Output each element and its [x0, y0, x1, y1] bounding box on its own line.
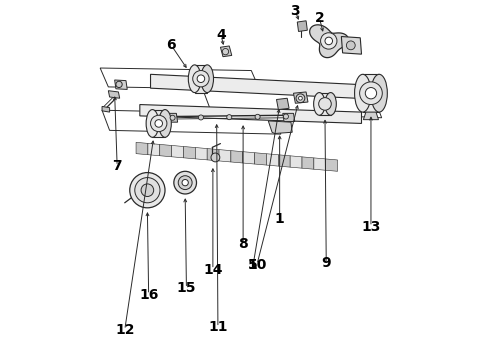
Ellipse shape [314, 93, 325, 115]
Polygon shape [160, 144, 172, 157]
Polygon shape [326, 159, 338, 171]
Ellipse shape [325, 93, 336, 115]
Circle shape [130, 172, 165, 208]
Ellipse shape [146, 109, 159, 137]
Polygon shape [136, 142, 148, 155]
Polygon shape [102, 110, 281, 134]
Circle shape [222, 49, 229, 55]
Polygon shape [203, 89, 382, 118]
Text: 6: 6 [167, 39, 176, 52]
Text: 2: 2 [315, 11, 324, 24]
Circle shape [135, 177, 160, 203]
Polygon shape [140, 104, 362, 123]
Polygon shape [183, 147, 196, 159]
Circle shape [365, 87, 377, 99]
Polygon shape [255, 153, 267, 165]
Polygon shape [267, 154, 278, 166]
Circle shape [174, 171, 196, 194]
Circle shape [325, 37, 333, 45]
Polygon shape [166, 113, 177, 122]
Polygon shape [172, 145, 183, 158]
Circle shape [193, 71, 209, 87]
Text: 14: 14 [203, 262, 222, 276]
Text: 15: 15 [177, 282, 196, 296]
Polygon shape [148, 143, 160, 156]
Polygon shape [152, 109, 165, 137]
Text: 13: 13 [361, 220, 381, 234]
Polygon shape [314, 158, 326, 170]
Circle shape [318, 98, 331, 110]
Text: 1: 1 [275, 212, 285, 226]
Polygon shape [364, 112, 378, 120]
Polygon shape [243, 152, 255, 164]
Circle shape [116, 81, 122, 87]
Ellipse shape [201, 65, 214, 93]
Circle shape [150, 115, 167, 132]
Text: 4: 4 [216, 28, 226, 42]
Text: 16: 16 [139, 288, 158, 302]
Circle shape [155, 120, 163, 127]
Polygon shape [231, 150, 243, 163]
Text: 3: 3 [291, 4, 300, 18]
Polygon shape [302, 157, 314, 169]
Polygon shape [102, 107, 110, 112]
Ellipse shape [355, 74, 371, 112]
Ellipse shape [188, 65, 201, 93]
Text: 11: 11 [208, 320, 228, 334]
Polygon shape [207, 149, 219, 161]
Polygon shape [219, 150, 231, 162]
Circle shape [320, 33, 337, 49]
Polygon shape [283, 113, 295, 122]
Text: 10: 10 [247, 257, 267, 271]
Polygon shape [196, 148, 207, 160]
Circle shape [182, 180, 188, 186]
Polygon shape [100, 68, 260, 89]
Circle shape [296, 94, 305, 103]
Circle shape [360, 82, 382, 104]
Circle shape [170, 115, 175, 120]
Polygon shape [278, 155, 290, 167]
Circle shape [298, 96, 302, 100]
Text: 7: 7 [112, 159, 122, 173]
Ellipse shape [371, 74, 387, 112]
Polygon shape [108, 91, 120, 98]
Polygon shape [297, 21, 307, 31]
Circle shape [255, 114, 260, 120]
Circle shape [197, 75, 205, 82]
Text: 8: 8 [238, 237, 248, 251]
Polygon shape [150, 74, 382, 99]
Circle shape [211, 153, 220, 162]
Polygon shape [342, 36, 362, 54]
Text: 12: 12 [115, 323, 134, 337]
Text: 5: 5 [248, 257, 258, 271]
Polygon shape [276, 98, 289, 109]
Circle shape [283, 114, 289, 119]
Polygon shape [115, 80, 127, 89]
Ellipse shape [159, 109, 171, 137]
Polygon shape [363, 74, 379, 112]
Polygon shape [290, 156, 302, 168]
Polygon shape [310, 25, 348, 58]
Text: 9: 9 [321, 256, 331, 270]
Circle shape [141, 184, 154, 197]
Circle shape [178, 176, 192, 190]
Polygon shape [220, 46, 232, 57]
Polygon shape [195, 65, 207, 93]
Circle shape [227, 114, 232, 120]
Polygon shape [294, 92, 308, 103]
Circle shape [346, 41, 355, 50]
Polygon shape [319, 93, 331, 115]
Circle shape [198, 115, 203, 120]
Polygon shape [269, 121, 292, 134]
